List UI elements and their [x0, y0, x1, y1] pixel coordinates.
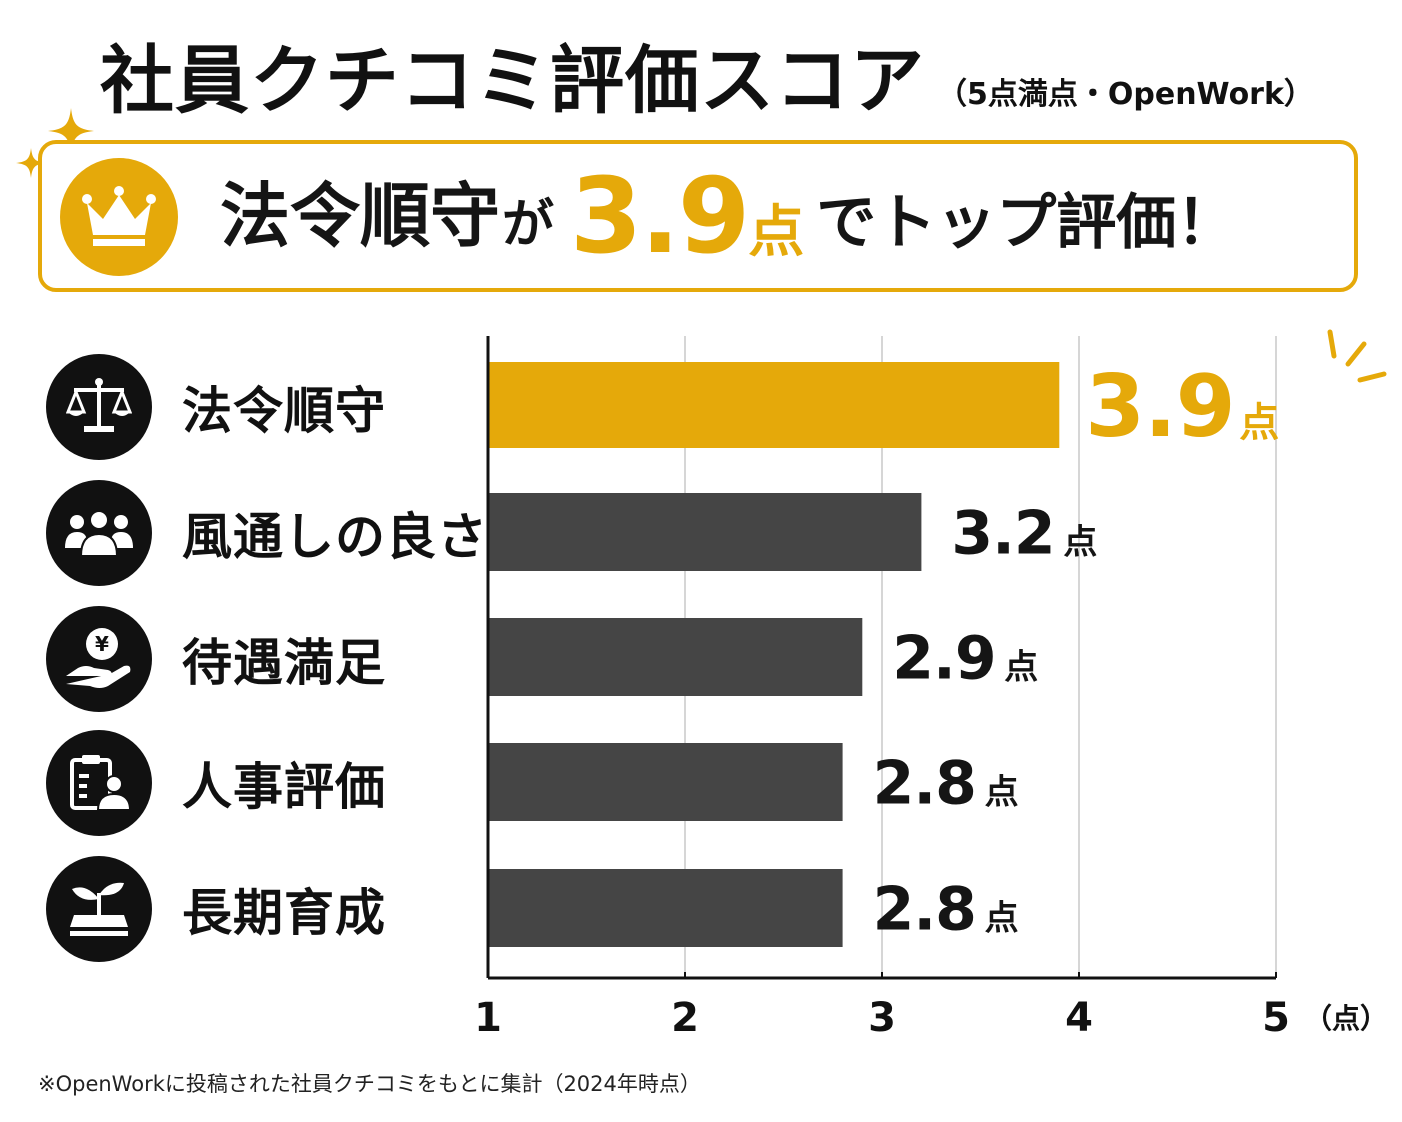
crown-icon [82, 186, 156, 246]
bar-value-unit: 点 [985, 899, 1019, 939]
category-label: 長期育成 [182, 884, 386, 942]
x-tick-label: 2 [671, 995, 699, 1041]
category-label: 待遇満足 [182, 634, 386, 692]
clipboard-person-icon [46, 730, 152, 836]
category-row: ¥ 待遇満足 [46, 606, 386, 712]
bar-value-label: 2.8 [873, 875, 976, 945]
bar-value-unit: 点 [1063, 523, 1097, 563]
category-row: 長期育成 [46, 856, 386, 962]
category-label: 法令順守 [182, 382, 386, 440]
x-tick-label: 1 [474, 995, 502, 1041]
bar-value-label: 2.8 [873, 749, 976, 819]
scales-icon [46, 354, 152, 460]
sparkle-small-icon [16, 148, 46, 178]
banner-category: 法令順守 [220, 175, 500, 257]
page-title: 社員クチコミ評価スコア [100, 38, 925, 124]
bar [488, 493, 922, 571]
sprout-icon [46, 856, 152, 962]
title-row: 社員クチコミ評価スコア （5点満点・OpenWork） [100, 18, 1314, 118]
category-label: 人事評価 [182, 758, 386, 816]
bar [488, 362, 1060, 448]
bar [488, 618, 863, 696]
title-note: （5点満点・OpenWork） [937, 77, 1314, 112]
bar-value-label: 2.9 [892, 624, 995, 694]
category-row: 人事評価 [46, 730, 386, 836]
x-tick-label: 4 [1065, 995, 1093, 1041]
bar-value-unit: 点 [1004, 648, 1038, 688]
x-tick-label: 5 [1262, 995, 1290, 1041]
emphasis-burst-icon [1327, 329, 1387, 383]
category-row: 法令順守 [46, 354, 386, 460]
bar-value-unit: 点 [1239, 400, 1279, 446]
crown-badge [60, 158, 178, 276]
banner-score: 3.9 [570, 155, 750, 277]
bar [488, 869, 843, 947]
banner-particle: が [502, 195, 555, 255]
x-axis-unit-label: （点） [1304, 1002, 1388, 1035]
yen-coin-hand-icon: ¥ [46, 606, 152, 712]
sparkle-icon [48, 108, 94, 154]
score-bar-chart: 1 2 3 4 5 （点） 3.9 点3.2 点2.9 点2.8 点2.8 点 [474, 329, 1388, 1041]
highlight-banner: 法令順守 が 3.9 点 でトップ評価！ [38, 140, 1358, 292]
bar [488, 743, 843, 821]
category-row: 風通しの良さ [46, 480, 488, 586]
banner-score-unit: 点 [748, 200, 805, 265]
bar-value-label: 3.9 [1085, 357, 1234, 457]
banner-text: 法令順守 が 3.9 点 でトップ評価！ [220, 144, 1236, 288]
svg-text:¥: ¥ [95, 632, 109, 656]
x-tick-label: 3 [868, 995, 896, 1041]
footnote: ※OpenWorkに投稿された社員クチコミをもとに集計（2024年時点） [38, 1072, 701, 1096]
bar-value-unit: 点 [985, 773, 1019, 813]
bar-value-label: 3.2 [951, 499, 1054, 569]
people-group-icon [46, 480, 152, 586]
category-label: 風通しの良さ [182, 508, 488, 566]
banner-suffix: でトップ評価！ [816, 188, 1237, 258]
